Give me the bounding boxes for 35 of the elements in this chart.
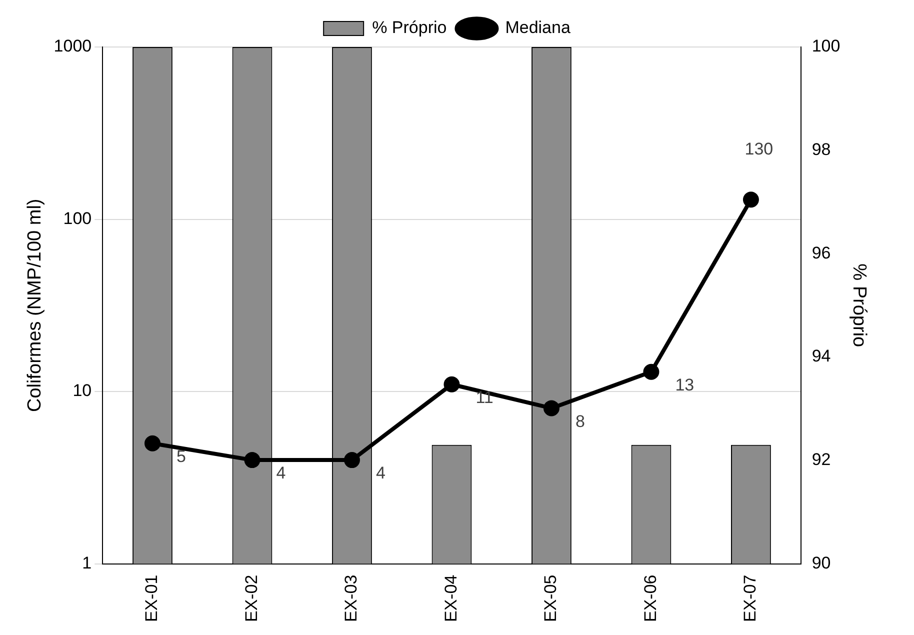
y2-tick-label: 90 [812,553,831,572]
x-tick-label: EX-03 [342,574,361,622]
data-label: 8 [575,412,585,431]
y2-tick-label: 98 [812,140,831,160]
data-label: 11 [476,388,494,408]
x-tick-label: EX-04 [441,574,460,622]
y2-axis-title: % Próprio [848,264,870,348]
y2-tick-label: 100 [812,36,840,56]
y2-tick-label: 92 [812,450,831,470]
data-label: 4 [276,464,286,483]
data-label: 13 [675,376,694,395]
y-tick-label: 1 [82,553,92,572]
x-tick-label: EX-02 [242,574,261,622]
y-axis-title: Coliformes (NMP/100 ml) [24,198,46,412]
y2-tick-label: 96 [812,243,831,262]
data-label: 5 [176,447,186,466]
y-tick-label: 100 [63,208,92,228]
y-tick-label: 1000 [54,36,92,56]
data-label: 130 [744,139,774,158]
point [643,364,660,380]
point [742,192,759,208]
point [144,435,160,452]
x-tick-label: EX-01 [142,574,162,622]
y2-tick-label: 94 [812,346,831,366]
point [543,400,560,416]
point [244,452,260,468]
data-label: 4 [376,464,386,483]
point [344,452,360,468]
x-tick-label: EX-06 [640,574,660,622]
point [444,376,460,392]
x-tick-label: EX-07 [740,574,760,622]
legend-label: Mediana [505,18,571,38]
x-tick-label: EX-05 [541,574,560,622]
legend-label: % Próprio [372,18,447,38]
y-tick-label: 10 [72,381,92,400]
